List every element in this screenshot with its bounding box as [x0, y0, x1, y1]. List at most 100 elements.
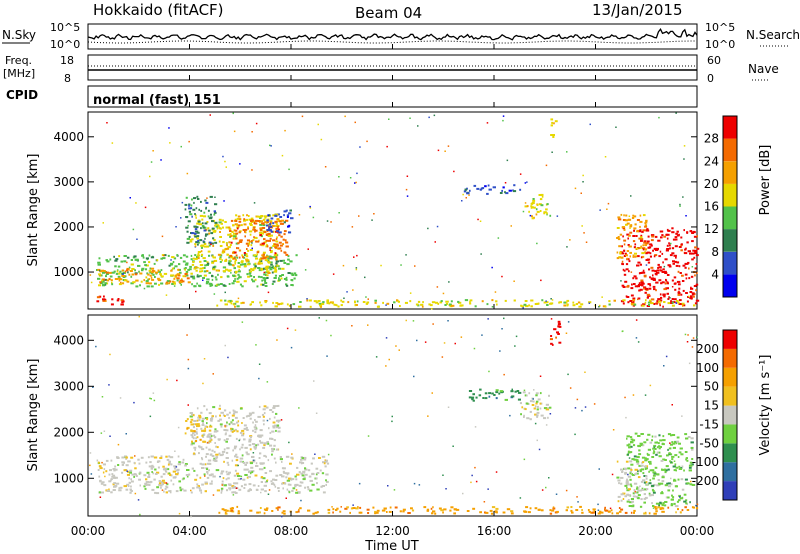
velocity-cell — [652, 489, 655, 492]
velocity-cell — [98, 461, 100, 464]
power-cell — [299, 301, 302, 303]
power-cell — [214, 276, 217, 279]
power-cell — [292, 303, 296, 306]
velocity-cell — [674, 505, 678, 508]
power-cell — [657, 298, 661, 301]
velocity-cell — [532, 400, 535, 403]
velocity-cell — [275, 429, 277, 432]
power-cell — [206, 281, 210, 283]
velocity-cell — [253, 446, 257, 449]
power-cell — [170, 274, 173, 277]
velocity-cell — [323, 462, 326, 465]
power-cell — [655, 273, 658, 276]
power-cell — [678, 299, 682, 302]
velocity-colorbar-tick: 200 — [696, 342, 719, 356]
power-cell — [665, 282, 667, 285]
power-cell — [674, 238, 678, 241]
power-cell — [256, 215, 260, 218]
velocity-cell — [260, 468, 264, 471]
velocity-cell — [651, 484, 655, 487]
velocity-cell — [130, 485, 132, 488]
power-cell — [191, 232, 195, 235]
velocity-cell — [325, 479, 327, 482]
power-cell — [217, 253, 222, 256]
velocity-cell — [539, 407, 542, 410]
velocity-cell — [669, 443, 673, 446]
velocity-cell — [556, 331, 559, 334]
velocity-cell — [529, 507, 532, 510]
velocity-cell — [472, 399, 475, 402]
velocity-cell — [627, 453, 629, 456]
power-cell — [654, 270, 657, 273]
power-cell — [256, 285, 259, 288]
velocity-cell — [629, 445, 633, 448]
power-cell — [278, 279, 281, 282]
velocity-cell — [153, 456, 158, 459]
power-cell — [321, 303, 325, 305]
power-noise-cell — [349, 177, 352, 179]
power-cell — [257, 267, 261, 269]
power-cell — [145, 264, 149, 267]
velocity-cell — [591, 511, 595, 514]
power-cell — [253, 228, 256, 231]
power-cell — [203, 226, 205, 229]
velocity-cell — [229, 422, 232, 425]
velocity-cell — [145, 461, 148, 464]
velocity-cell — [316, 511, 319, 514]
power-cell — [632, 235, 636, 237]
power-cell — [191, 263, 195, 266]
velocity-noise-cell — [398, 349, 400, 351]
velocity-cell — [194, 478, 198, 481]
velocity-cell — [610, 509, 613, 512]
velocity-cell — [631, 505, 635, 508]
power-cell — [220, 222, 223, 225]
power-cell — [659, 230, 664, 233]
power-cell — [152, 273, 155, 276]
power-cell — [657, 263, 660, 266]
power-cell — [508, 189, 512, 192]
velocity-cell — [269, 417, 271, 420]
velocity-cell — [633, 455, 637, 458]
power-cell — [684, 252, 688, 255]
velocity-cell — [233, 482, 236, 485]
power-cell — [130, 263, 134, 266]
power-cell — [230, 219, 234, 222]
velocity-cell — [549, 338, 553, 341]
velocity-cell — [245, 451, 248, 454]
power-cell — [285, 245, 289, 248]
velocity-cell — [263, 444, 266, 447]
power-cell — [616, 257, 620, 260]
velocity-noise-cell — [255, 344, 257, 346]
velocity-cell — [680, 511, 682, 514]
velocity-cell — [248, 471, 250, 473]
velocity-cell — [640, 433, 644, 435]
power-cell — [682, 264, 686, 267]
velocity-cell — [269, 409, 273, 411]
velocity-cell — [355, 507, 359, 510]
power-cell — [226, 247, 230, 250]
power-cell — [673, 298, 677, 301]
velocity-cell — [244, 463, 247, 466]
velocity-cell — [190, 430, 194, 433]
power-cell — [145, 280, 149, 283]
power-cell — [374, 299, 377, 302]
power-cell — [608, 300, 611, 303]
velocity-noise-cell — [625, 416, 627, 419]
power-cell — [207, 250, 211, 253]
velocity-cell — [168, 462, 171, 465]
velocity-noise-cell — [681, 415, 683, 417]
power-cell — [122, 300, 125, 303]
power-cell — [264, 300, 268, 302]
velocity-cell — [298, 508, 300, 511]
power-cell — [236, 277, 239, 280]
velocity-cell — [288, 491, 291, 494]
power-cell — [270, 230, 274, 233]
power-noise-cell — [367, 298, 369, 300]
power-cell — [664, 270, 667, 273]
power-cell — [247, 227, 249, 230]
velocity-cell — [225, 440, 228, 443]
power-cell — [618, 245, 621, 248]
power-cell — [694, 274, 696, 277]
power-noise-cell — [149, 175, 151, 178]
velocity-noise-cell — [358, 482, 361, 485]
